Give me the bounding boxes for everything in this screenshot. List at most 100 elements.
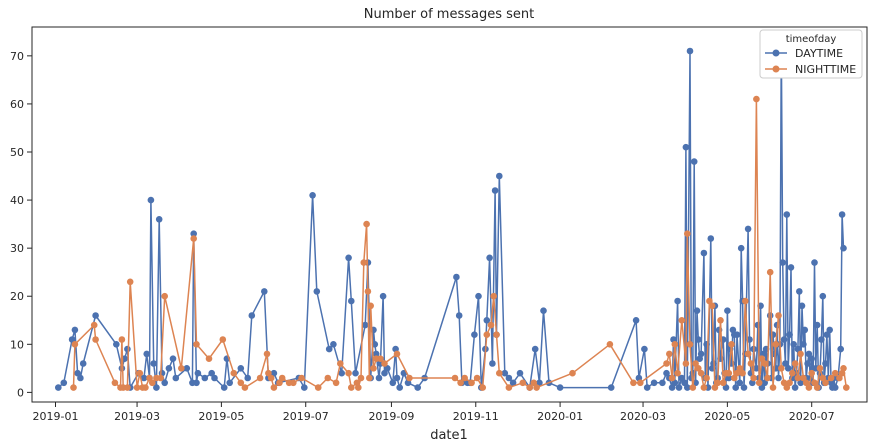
- data-point-daytime: [475, 292, 482, 300]
- data-point-daytime: [153, 384, 160, 391]
- data-point-nighttime: [689, 384, 697, 391]
- data-point-nighttime: [111, 379, 119, 387]
- data-point-nighttime: [364, 288, 372, 295]
- data-point-nighttime: [393, 350, 401, 358]
- data-point-nighttime: [813, 384, 821, 391]
- data-point-nighttime: [142, 384, 149, 391]
- data-point-daytime: [237, 365, 245, 372]
- data-point-daytime: [840, 244, 847, 252]
- data-point-daytime: [455, 312, 463, 319]
- data-point-daytime: [244, 374, 251, 382]
- data-point-nighttime: [479, 384, 487, 391]
- data-point-nighttime: [324, 374, 332, 382]
- data-point-daytime: [345, 254, 352, 262]
- data-point-daytime: [826, 326, 833, 334]
- data-point-nighttime: [697, 369, 705, 377]
- data-point-daytime: [783, 211, 791, 218]
- data-point-nighttime: [90, 321, 98, 329]
- data-point-daytime: [801, 326, 809, 334]
- data-point-daytime: [790, 341, 797, 348]
- data-point-nighttime: [753, 95, 760, 103]
- data-point-nighttime: [71, 341, 79, 348]
- data-point-nighttime: [800, 374, 807, 382]
- data-point-daytime: [650, 379, 658, 387]
- data-point-nighttime: [190, 235, 197, 242]
- data-point-nighttime: [332, 379, 340, 387]
- data-point-nighttime: [406, 374, 413, 382]
- data-point-nighttime: [843, 384, 850, 391]
- data-point-nighttime: [736, 365, 744, 372]
- data-point-nighttime: [789, 369, 796, 377]
- data-point-nighttime: [161, 292, 168, 300]
- data-point-nighttime: [345, 369, 352, 377]
- data-point-nighttime: [278, 374, 286, 382]
- data-point-nighttime: [348, 384, 355, 391]
- data-point-daytime: [804, 360, 811, 367]
- data-point-daytime: [775, 374, 782, 382]
- data-point-daytime: [797, 379, 804, 387]
- data-point-daytime: [161, 379, 168, 387]
- data-point-nighttime: [766, 268, 774, 276]
- data-point-daytime: [725, 374, 733, 382]
- data-point-daytime: [190, 230, 197, 237]
- data-point-nighttime: [663, 360, 670, 367]
- legend-swatch-marker-daytime: [772, 49, 780, 57]
- data-point-nighttime: [367, 302, 375, 310]
- data-point-daytime: [509, 379, 517, 387]
- y-tick-label: 10: [10, 338, 24, 351]
- data-point-nighttime: [819, 374, 827, 382]
- data-point-daytime: [556, 384, 564, 391]
- data-point-daytime: [172, 374, 180, 382]
- data-point-daytime: [838, 211, 846, 218]
- x-tick-label: 2020-03: [620, 410, 666, 423]
- data-point-daytime: [736, 379, 744, 387]
- data-point-nighttime: [780, 379, 788, 387]
- data-point-nighttime: [92, 336, 99, 343]
- data-point-daytime: [831, 384, 839, 391]
- data-point-daytime: [516, 369, 524, 377]
- data-point-nighttime: [692, 360, 699, 367]
- data-point-daytime: [393, 374, 401, 382]
- data-point-nighttime: [468, 379, 475, 387]
- data-point-daytime: [79, 360, 87, 367]
- data-point-daytime: [796, 288, 803, 295]
- data-point-daytime: [722, 384, 730, 391]
- data-point-daytime: [678, 374, 686, 382]
- data-point-nighttime: [136, 369, 144, 377]
- data-point-nighttime: [750, 374, 757, 382]
- data-point-nighttime: [758, 355, 766, 363]
- data-point-daytime: [791, 384, 799, 391]
- data-point-nighttime: [637, 379, 644, 387]
- data-point-daytime: [309, 192, 316, 199]
- data-point-daytime: [301, 384, 308, 391]
- data-point-nighttime: [836, 374, 843, 382]
- data-point-nighttime: [840, 365, 847, 372]
- data-point-nighttime: [731, 374, 738, 382]
- data-point-daytime: [92, 312, 99, 319]
- data-point-daytime: [118, 365, 126, 372]
- data-point-nighttime: [747, 360, 755, 367]
- data-point-nighttime: [791, 360, 799, 367]
- data-point-nighttime: [267, 374, 275, 382]
- data-point-daytime: [483, 317, 491, 324]
- y-tick-label: 40: [10, 194, 24, 207]
- data-point-nighttime: [178, 365, 185, 372]
- data-point-nighttime: [811, 379, 818, 387]
- y-tick-label: 50: [10, 146, 24, 159]
- data-point-nighttime: [728, 341, 735, 348]
- data-point-nighttime: [230, 369, 238, 377]
- data-point-daytime: [489, 360, 496, 367]
- data-point-daytime: [211, 374, 218, 382]
- data-point-nighttime: [526, 384, 533, 391]
- data-point-nighttime: [146, 374, 153, 382]
- data-point-nighttime: [805, 384, 813, 391]
- data-point-nighttime: [461, 374, 469, 382]
- data-point-nighttime: [786, 379, 793, 387]
- data-point-nighttime: [827, 374, 835, 382]
- data-point-daytime: [740, 384, 748, 391]
- data-point-daytime: [208, 369, 215, 377]
- data-point-daytime: [165, 365, 173, 372]
- data-point-daytime: [361, 321, 369, 329]
- data-point-daytime: [226, 379, 233, 387]
- data-point-daytime: [396, 384, 404, 391]
